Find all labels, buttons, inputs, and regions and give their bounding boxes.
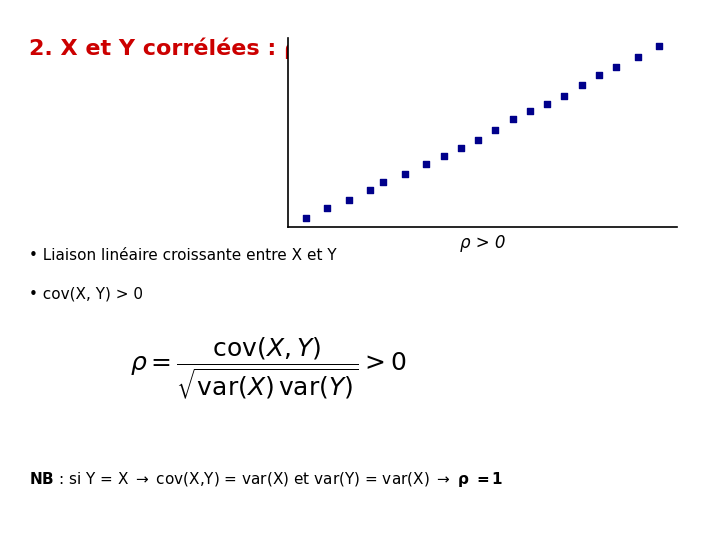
Point [455, 144, 467, 152]
X-axis label: ρ > 0: ρ > 0 [459, 234, 505, 252]
Text: $\mathbf{NB}$ : si Y = X $\rightarrow$ cov(X,Y) = var(X) et var(Y) = var(X) $\ri: $\mathbf{NB}$ : si Y = X $\rightarrow$ c… [29, 470, 503, 489]
Text: • Liaison linéaire croissante entre X et Y: • Liaison linéaire croissante entre X et… [29, 248, 336, 264]
Point [653, 42, 665, 51]
Point [559, 92, 570, 100]
Point [611, 63, 622, 71]
Point [472, 136, 484, 144]
Point [541, 99, 553, 108]
Point [524, 107, 536, 116]
Point [377, 178, 389, 186]
Text: $\rho = \dfrac{\mathrm{cov}(X,Y)}{\sqrt{\mathrm{var}(X)\,\mathrm{var}(Y)}} > 0$: $\rho = \dfrac{\mathrm{cov}(X,Y)}{\sqrt{… [130, 335, 406, 401]
Point [490, 125, 501, 134]
Point [420, 159, 432, 168]
Text: • cov(X, Y) > 0: • cov(X, Y) > 0 [29, 286, 143, 301]
Point [593, 71, 605, 79]
Point [364, 185, 376, 194]
Point [632, 52, 644, 61]
Point [576, 81, 588, 90]
Point [399, 170, 410, 178]
Point [507, 115, 518, 124]
Point [300, 214, 312, 222]
Text: 2. X et Y corrélées : ρ > 0: 2. X et Y corrélées : ρ > 0 [29, 38, 349, 59]
Point [438, 151, 449, 160]
Point [343, 195, 354, 204]
Point [321, 204, 333, 212]
